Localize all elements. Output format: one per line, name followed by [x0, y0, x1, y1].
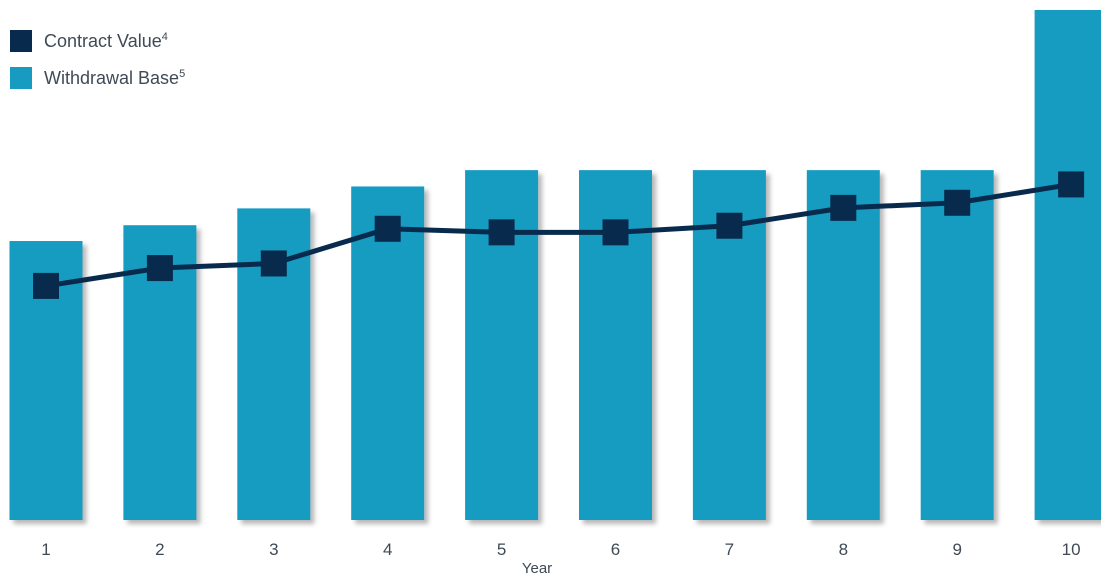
x-tick-labels: 1 2 3 4 5 6 7 8 9 10 [41, 540, 1080, 559]
legend-swatch-contract-value [10, 30, 32, 52]
x-tick-label-6: 6 [611, 540, 620, 559]
contract-value-marker-year-5 [488, 219, 515, 246]
bars-layer [9, 10, 1101, 520]
contract-value-marker-year-9 [944, 189, 971, 216]
bar-year-10 [1034, 10, 1101, 520]
contract-value-marker-year-3 [260, 250, 287, 277]
bar-year-9 [920, 170, 994, 520]
x-tick-label-10: 10 [1062, 540, 1081, 559]
legend-label-withdrawal-base: Withdrawal Base5 [44, 67, 186, 88]
x-tick-label-1: 1 [41, 540, 50, 559]
contract-value-marker-year-4 [374, 215, 401, 242]
legend-item-contract-value: Contract Value4 [10, 30, 185, 52]
legend: Contract Value4 Withdrawal Base5 [10, 30, 185, 104]
legend-swatch-withdrawal-base [10, 67, 32, 89]
contract-value-marker-year-6 [602, 219, 629, 246]
contract-value-line [45, 181, 1072, 289]
line-layer [33, 171, 1085, 299]
x-axis-label: Year [522, 560, 552, 577]
contract-value-marker-year-2 [146, 255, 173, 282]
x-tick-label-4: 4 [383, 540, 392, 559]
x-tick-label-5: 5 [497, 540, 506, 559]
x-tick-label-7: 7 [725, 540, 734, 559]
x-tick-label-3: 3 [269, 540, 278, 559]
x-tick-label-8: 8 [839, 540, 848, 559]
legend-label-contract-value: Contract Value4 [44, 30, 168, 51]
bar-year-4 [351, 186, 425, 520]
x-tick-label-9: 9 [952, 540, 961, 559]
x-tick-label-2: 2 [155, 540, 164, 559]
legend-item-withdrawal-base: Withdrawal Base5 [10, 67, 185, 89]
contract-value-marker-year-8 [830, 194, 857, 221]
bar-year-8 [806, 170, 880, 520]
contract-value-marker-year-7 [716, 212, 743, 239]
contract-value-marker-year-10 [1058, 171, 1085, 198]
contract-value-marker-year-1 [33, 272, 59, 299]
